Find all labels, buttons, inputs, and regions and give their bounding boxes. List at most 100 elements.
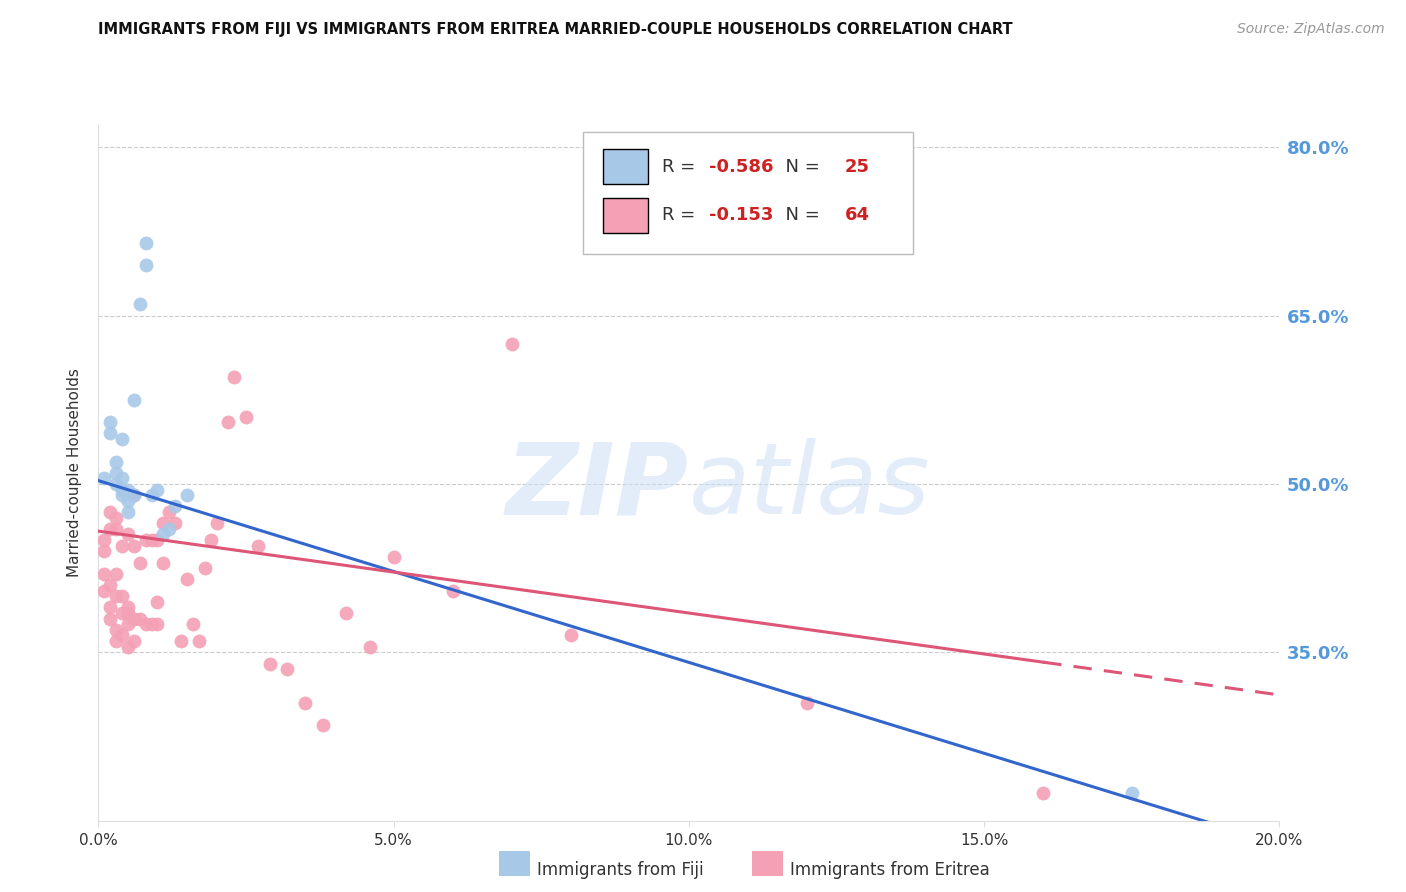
Point xyxy=(294,696,316,710)
Point xyxy=(135,533,157,547)
Point xyxy=(122,539,145,553)
Point xyxy=(135,258,157,272)
Point xyxy=(128,556,150,570)
Point xyxy=(105,477,128,491)
Point xyxy=(122,488,145,502)
Point xyxy=(122,612,145,626)
Point xyxy=(117,527,139,541)
Text: IMMIGRANTS FROM FIJI VS IMMIGRANTS FROM ERITREA MARRIED-COUPLE HOUSEHOLDS CORREL: IMMIGRANTS FROM FIJI VS IMMIGRANTS FROM … xyxy=(98,22,1014,37)
Point xyxy=(181,617,204,632)
Point xyxy=(235,409,257,424)
Point xyxy=(128,297,150,311)
Text: N =: N = xyxy=(773,206,825,224)
Point xyxy=(501,336,523,351)
Text: 64: 64 xyxy=(845,206,870,224)
Point xyxy=(152,556,174,570)
Point xyxy=(128,612,150,626)
Point xyxy=(141,488,163,502)
Point xyxy=(111,432,134,446)
Point xyxy=(122,634,145,648)
Point xyxy=(141,617,163,632)
Point xyxy=(105,623,128,637)
Text: -0.586: -0.586 xyxy=(709,158,773,176)
Point xyxy=(98,600,121,615)
Point xyxy=(105,634,128,648)
Point xyxy=(122,488,145,502)
Point xyxy=(93,544,115,558)
Point xyxy=(146,533,169,547)
Point xyxy=(98,415,121,429)
Point xyxy=(105,522,128,536)
Point xyxy=(152,516,174,531)
Point xyxy=(98,505,121,519)
Point xyxy=(98,612,121,626)
Point xyxy=(441,583,464,598)
Point xyxy=(105,589,128,603)
Point xyxy=(217,415,239,429)
Text: Immigrants from Fiji: Immigrants from Fiji xyxy=(537,861,704,879)
FancyBboxPatch shape xyxy=(603,149,648,184)
Point xyxy=(111,488,134,502)
Point xyxy=(122,392,145,407)
Point xyxy=(98,522,121,536)
Point xyxy=(146,595,169,609)
Point xyxy=(165,516,187,531)
Point xyxy=(93,533,115,547)
Point xyxy=(135,617,157,632)
FancyBboxPatch shape xyxy=(603,198,648,233)
Point xyxy=(259,657,281,671)
Text: atlas: atlas xyxy=(689,438,931,535)
FancyBboxPatch shape xyxy=(582,132,914,253)
Point xyxy=(187,634,209,648)
Point xyxy=(157,522,180,536)
Text: Immigrants from Eritrea: Immigrants from Eritrea xyxy=(790,861,990,879)
Point xyxy=(117,617,139,632)
Point xyxy=(117,505,139,519)
Point xyxy=(117,493,139,508)
Point xyxy=(205,516,228,531)
Point xyxy=(176,488,198,502)
Point xyxy=(98,578,121,592)
Point xyxy=(141,533,163,547)
Point xyxy=(111,628,134,642)
Point xyxy=(111,539,134,553)
Point xyxy=(276,662,298,676)
Text: ZIP: ZIP xyxy=(506,438,689,535)
Text: 25: 25 xyxy=(845,158,870,176)
Point xyxy=(93,566,115,581)
Point xyxy=(146,483,169,497)
Text: -0.153: -0.153 xyxy=(709,206,773,224)
Text: N =: N = xyxy=(773,158,825,176)
Point xyxy=(200,533,222,547)
Point xyxy=(165,500,187,514)
Point xyxy=(176,573,198,587)
Point xyxy=(93,583,115,598)
Point xyxy=(312,718,335,732)
Point xyxy=(560,628,582,642)
Point xyxy=(105,454,128,468)
Text: R =: R = xyxy=(662,206,700,224)
Point xyxy=(170,634,193,648)
Point xyxy=(93,471,115,485)
Point xyxy=(105,466,128,480)
Point xyxy=(796,696,818,710)
Point xyxy=(224,370,246,384)
Point xyxy=(135,235,157,250)
Point xyxy=(335,606,357,620)
Point xyxy=(194,561,217,575)
Point xyxy=(146,617,169,632)
Point xyxy=(1032,786,1054,800)
Point xyxy=(111,471,134,485)
Point xyxy=(152,527,174,541)
Point xyxy=(1121,786,1143,800)
Point xyxy=(359,640,381,654)
Point xyxy=(111,483,134,497)
Point xyxy=(157,505,180,519)
Point xyxy=(246,539,269,553)
Y-axis label: Married-couple Households: Married-couple Households xyxy=(67,368,83,577)
Point xyxy=(111,589,134,603)
Point xyxy=(105,510,128,524)
Point xyxy=(117,483,139,497)
Point xyxy=(382,549,405,564)
Point xyxy=(111,606,134,620)
